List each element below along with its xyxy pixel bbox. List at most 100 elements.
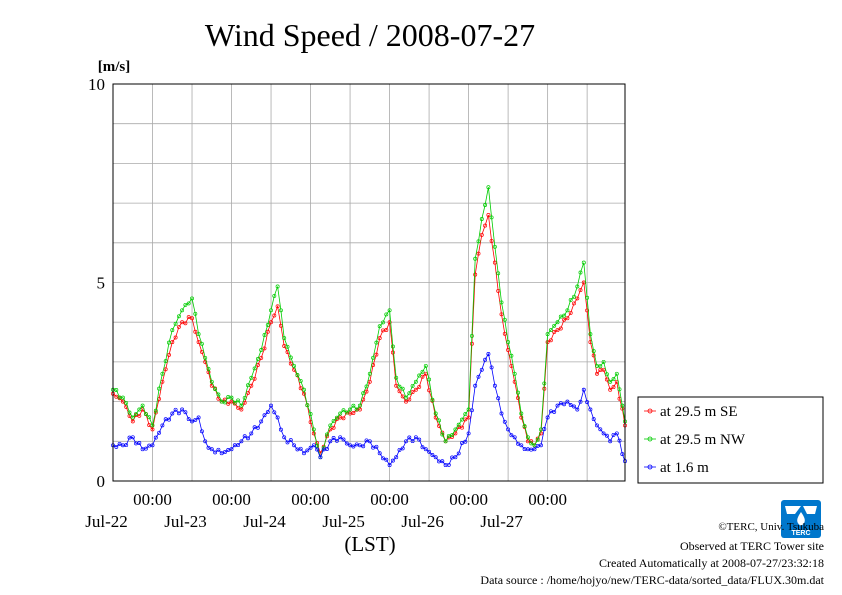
data-point xyxy=(371,355,376,360)
data-point xyxy=(489,365,494,370)
data-point xyxy=(588,407,593,412)
data-point xyxy=(516,396,520,400)
data-point xyxy=(588,332,593,337)
data-point xyxy=(127,410,132,415)
legend-item: at 1.6 m xyxy=(644,460,709,476)
data-point xyxy=(565,308,570,313)
data-point xyxy=(463,412,468,417)
data-point xyxy=(381,456,385,461)
data-point xyxy=(302,391,306,396)
data-point xyxy=(532,447,537,452)
data-point xyxy=(453,455,458,460)
data-point xyxy=(160,423,165,428)
data-point xyxy=(506,340,511,345)
series-group xyxy=(111,185,627,468)
data-point xyxy=(269,308,273,313)
data-point xyxy=(344,410,349,415)
data-point xyxy=(404,395,408,400)
data-point xyxy=(555,320,560,325)
data-point xyxy=(292,363,297,368)
data-point xyxy=(377,324,382,329)
data-point xyxy=(565,399,570,404)
data-point xyxy=(620,452,625,457)
data-point xyxy=(282,336,287,341)
data-point xyxy=(552,330,557,334)
data-point xyxy=(479,217,484,221)
x-axis-label: (LST) xyxy=(344,532,395,556)
data-point xyxy=(252,366,257,371)
data-point xyxy=(134,411,138,416)
data-point xyxy=(469,333,474,338)
data-point xyxy=(394,455,399,460)
data-point xyxy=(193,329,198,334)
x-axis-ticks: 00:00 Jul-22 00:00 Jul-23 00:00 Jul-24 00:00 Ju… xyxy=(85,490,567,531)
data-point xyxy=(341,437,346,442)
data-point xyxy=(519,443,524,448)
data-point xyxy=(157,386,162,391)
data-point xyxy=(137,413,142,418)
chart-title: Wind Speed / 2008-07-27 xyxy=(205,17,535,53)
data-point xyxy=(199,341,204,346)
data-point xyxy=(483,357,488,362)
data-point xyxy=(157,430,162,435)
data-point xyxy=(348,443,353,448)
x-tick-date-label: Jul-23 xyxy=(164,512,207,531)
x-tick-date-label: Jul-25 xyxy=(322,512,365,531)
data-point xyxy=(183,321,188,326)
data-point xyxy=(542,381,547,386)
data-point xyxy=(298,378,303,383)
x-tick-date-label: Jul-24 xyxy=(243,512,286,531)
data-point xyxy=(423,447,428,452)
data-point xyxy=(591,353,596,358)
data-point xyxy=(384,457,389,462)
x-tick-date-label: Jul-22 xyxy=(85,512,128,531)
data-point xyxy=(137,407,142,412)
data-point xyxy=(252,376,257,381)
series-line xyxy=(112,214,626,455)
data-point xyxy=(318,455,323,460)
data-point xyxy=(124,443,129,448)
data-point xyxy=(180,407,185,412)
data-point xyxy=(469,408,474,413)
data-point xyxy=(598,364,603,369)
data-point xyxy=(209,379,214,384)
data-point xyxy=(522,424,527,429)
data-point xyxy=(585,295,590,300)
data-point xyxy=(213,450,218,455)
data-point xyxy=(137,441,142,445)
legend-swatch-marker xyxy=(647,408,653,414)
data-point xyxy=(288,361,293,366)
data-point xyxy=(400,386,405,391)
data-point xyxy=(601,431,606,436)
data-point xyxy=(437,418,441,423)
data-point xyxy=(512,435,517,440)
data-point xyxy=(315,447,320,452)
data-point xyxy=(367,439,372,444)
copyright-text: ©TERC, Univ. Tsukuba xyxy=(718,521,824,533)
data-point xyxy=(269,320,273,325)
y-tick-label: 0 xyxy=(97,472,106,491)
data-point xyxy=(213,387,218,392)
legend: at 29.5 m SE at 29.5 m NW at 1.6 m xyxy=(637,396,824,484)
data-point xyxy=(153,408,158,413)
data-point xyxy=(186,417,191,422)
data-point xyxy=(466,415,471,420)
data-point xyxy=(143,446,148,451)
legend-label: at 29.5 m NW xyxy=(660,432,746,448)
data-point xyxy=(572,294,576,299)
x-tick-time-label: 00:00 xyxy=(449,490,488,509)
data-point xyxy=(499,300,504,305)
data-point xyxy=(581,387,586,392)
x-tick-time-label: 00:00 xyxy=(212,490,251,509)
data-point xyxy=(483,223,488,228)
data-point xyxy=(190,296,194,301)
data-point xyxy=(502,331,507,336)
data-point xyxy=(440,432,445,437)
data-point xyxy=(598,427,603,432)
data-point xyxy=(183,410,188,415)
data-point xyxy=(259,355,264,360)
data-point xyxy=(311,427,316,432)
data-point xyxy=(272,293,277,298)
data-point xyxy=(255,363,260,367)
data-point xyxy=(114,388,119,392)
